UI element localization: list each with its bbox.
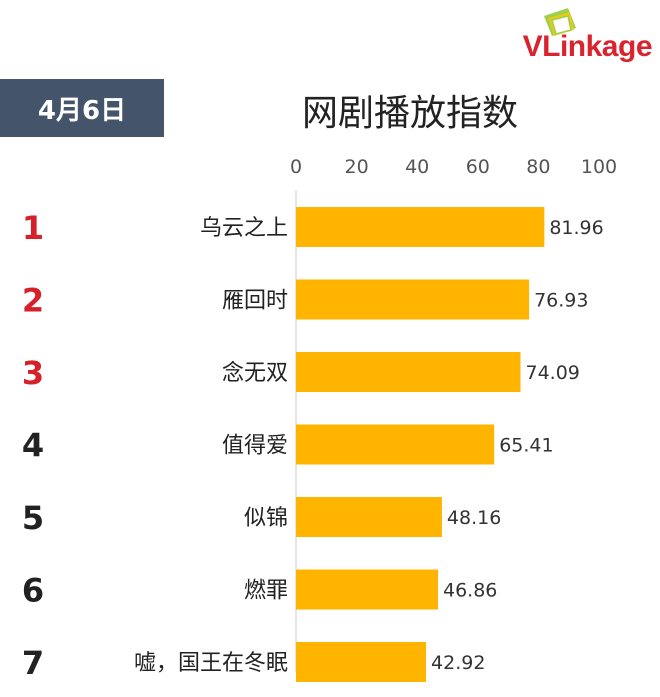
category-label: 燃罪: [244, 579, 288, 604]
rank-number: 7: [22, 644, 44, 682]
category-label: 乌云之上: [200, 216, 288, 241]
data-label: 46.86: [443, 580, 497, 602]
bar: [296, 352, 521, 392]
category-label: 雁回时: [222, 289, 288, 314]
axis-tick-label: 60: [466, 156, 490, 178]
data-label: 74.09: [525, 362, 579, 384]
axis-tick-label: 20: [345, 156, 369, 178]
bar: [296, 642, 427, 682]
bar: [296, 424, 495, 465]
rank-number: 3: [22, 354, 44, 392]
axis-tick-label: 40: [405, 156, 429, 178]
bar: [296, 279, 530, 320]
brand-logo: VLinkage: [0, 0, 660, 80]
data-label: 42.92: [431, 652, 485, 674]
bar: [296, 207, 545, 247]
brand-name: VLinkage: [522, 30, 653, 63]
rank-number: 5: [22, 499, 44, 537]
category-label: 嘘，国王在冬眠: [134, 651, 288, 676]
category-label: 似锦: [244, 506, 288, 531]
date-badge: 4月6日: [0, 79, 164, 137]
vlinkage-logo-icon: [544, 8, 576, 36]
data-label: 48.16: [447, 507, 501, 529]
chart-title: 网剧播放指数: [301, 93, 518, 134]
data-label: 76.93: [534, 290, 588, 312]
category-label: 值得爱: [222, 434, 288, 459]
axis-tick-label: 80: [526, 156, 550, 178]
rank-number: 6: [22, 572, 44, 610]
bar: [296, 497, 442, 537]
data-label: 65.41: [499, 435, 553, 457]
rank-number: 2: [22, 282, 44, 320]
bar: [296, 569, 438, 610]
rank-number: 4: [22, 427, 44, 465]
data-label: 81.96: [549, 217, 603, 239]
rank-number: 1: [22, 209, 44, 247]
axis-tick-label: 100: [581, 156, 617, 178]
category-label: 念无双: [222, 361, 288, 386]
axis-tick-label: 0: [290, 156, 302, 178]
